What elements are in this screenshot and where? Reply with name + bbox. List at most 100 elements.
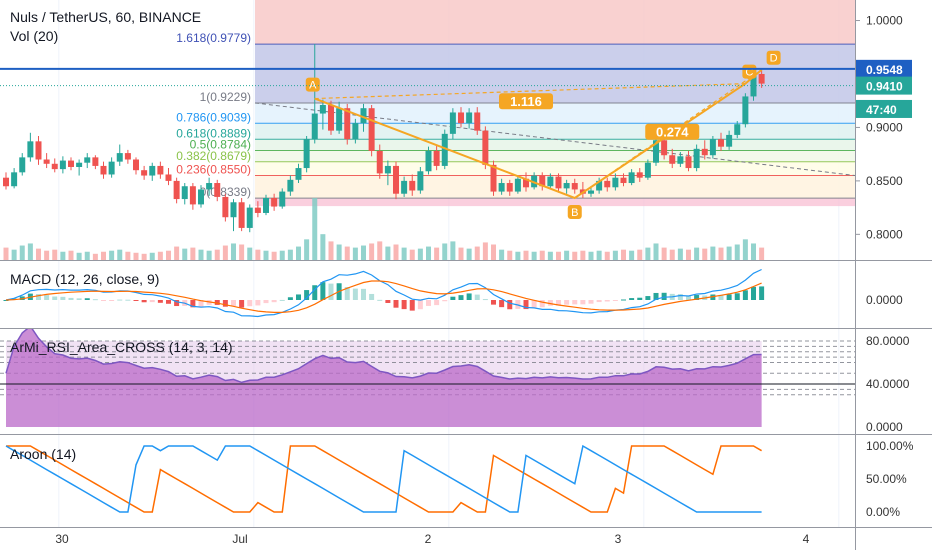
pattern-point-label: B (571, 207, 578, 219)
macd-histogram-bar (393, 300, 399, 308)
macd-histogram-bar (239, 300, 245, 308)
candle-body (254, 207, 261, 213)
rsi-axis-label: 0.0000 (866, 420, 903, 434)
volume-bar (101, 251, 106, 260)
macd-histogram-bar (596, 300, 602, 303)
fib-zone (255, 123, 855, 140)
aroon-axis-label: 50.00% (866, 472, 907, 486)
candle-body (68, 160, 74, 167)
volume-bar (491, 244, 496, 260)
fib-zone (255, 44, 855, 103)
chart-title: Nuls / TetherUS, 60, BINANCE (10, 9, 201, 25)
candle-body (43, 159, 50, 164)
macd-histogram-bar (44, 295, 50, 300)
candle-body (490, 164, 497, 192)
fib-level-label: 0.236(0.8550) (176, 163, 251, 177)
candle-body (165, 174, 172, 181)
time-axis[interactable]: 30 Jul 2 3 4 (55, 532, 809, 546)
macd-histogram-bar (149, 300, 155, 303)
volume-bar (596, 250, 602, 260)
macd-histogram-bar (271, 300, 277, 303)
macd-histogram-bar (442, 300, 448, 302)
volume-bar (320, 234, 326, 260)
time-axis-label: 4 (803, 532, 810, 546)
macd-histogram-bar (60, 296, 66, 300)
volume-bar (312, 198, 318, 260)
macd-histogram-bar (710, 294, 716, 300)
candle-body (514, 178, 521, 192)
macd-histogram-bar (369, 293, 375, 300)
pattern-ratio-badge (645, 123, 700, 140)
pattern-ratio-label: 0.274 (656, 125, 689, 140)
macd-histogram-bar (125, 299, 131, 301)
candle-body (758, 73, 765, 84)
volume-bar (442, 243, 448, 260)
candle-body (141, 170, 148, 176)
current-price-badge (856, 99, 912, 118)
pattern-point-label: A (309, 80, 317, 92)
fib-zone (255, 102, 855, 124)
macd-histogram-bar (621, 299, 626, 301)
macd-histogram-bar (572, 300, 578, 305)
macd-histogram-bar (434, 300, 440, 306)
volume-bar (352, 247, 358, 260)
candle-body (571, 183, 578, 190)
volume-bar (588, 251, 594, 260)
candle-body (189, 186, 196, 205)
candle-body (466, 112, 473, 124)
candle-body (222, 196, 229, 218)
price-axis-label: 1.0000 (866, 14, 903, 28)
volume-bar (434, 247, 440, 260)
fib-level-label: 0.786(0.9039) (176, 110, 251, 124)
macd-histogram-bar (222, 300, 228, 307)
time-axis-label: 30 (55, 532, 69, 546)
macd-histogram-bar (328, 283, 334, 300)
pattern-point-label: C (745, 67, 753, 79)
macd-histogram-bar (344, 287, 350, 300)
macd-histogram-bar (653, 292, 659, 300)
volume-bar (499, 249, 505, 260)
volume-bars (3, 198, 765, 260)
candle-body (360, 108, 367, 124)
candle-body (303, 139, 310, 169)
candle-body (206, 183, 213, 190)
candle-body (620, 177, 627, 184)
volume-bar (76, 252, 82, 260)
volume-bar (580, 250, 586, 260)
candle-body (718, 139, 724, 147)
macd-histogram-bar (304, 290, 310, 300)
macd-histogram-bar (612, 300, 618, 301)
volume-bar (206, 250, 212, 260)
abcd-pattern[interactable]: A B C D 1.116 0.274 (305, 50, 781, 219)
candle-body (734, 124, 741, 135)
macd-histogram-bar (401, 300, 407, 310)
rsi-legend: ArMi_RSI_Area_CROSS (14, 3, 14) (10, 339, 233, 355)
candle-body (563, 183, 570, 189)
volume-bar (702, 248, 708, 260)
time-axis-label: 3 (615, 532, 622, 546)
volume-bar (604, 251, 610, 260)
rsi-axis-label: 40.0000 (866, 377, 910, 391)
macd-histogram-bar (296, 294, 301, 300)
volume-bar (564, 250, 570, 260)
macd-histogram-bar (320, 282, 326, 300)
volume-bar (117, 249, 123, 260)
candle-body (368, 108, 375, 151)
macd-histogram-bar (734, 293, 740, 300)
fibonacci-retracement[interactable]: 1.618(0.9779) 1(0.9229) 0.786(0.9039) 0.618… (176, 0, 855, 207)
volume-bar (718, 247, 724, 260)
volume-bar (393, 244, 399, 260)
macd-signal-line (5, 280, 762, 313)
macd-histogram-bar (564, 300, 570, 305)
aroon-pane (5, 444, 762, 513)
macd-histogram-bar (68, 297, 74, 300)
price-axis[interactable]: 1.0000 0.9000 0.8500 0.8000 0.9548 0.9410 47:4… (0, 14, 914, 519)
aroon-legend: Aroon (14) (10, 446, 76, 462)
macd-histogram-bar (157, 300, 163, 303)
candle-body (539, 175, 546, 187)
macd-histogram-bar (352, 288, 358, 300)
volume-bar (222, 245, 228, 260)
aroon-down-line (5, 444, 762, 513)
macd-histogram-bar (247, 300, 253, 307)
macd-histogram-bar (141, 300, 147, 303)
